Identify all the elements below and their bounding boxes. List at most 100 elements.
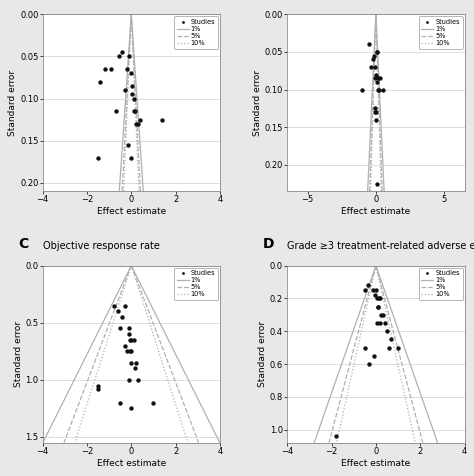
Point <box>383 327 391 335</box>
Point <box>374 303 382 310</box>
Point <box>373 295 381 302</box>
Point <box>132 359 139 367</box>
Point <box>376 319 384 327</box>
Point <box>372 71 380 79</box>
Text: C: C <box>18 238 28 251</box>
Point <box>118 313 126 321</box>
Point <box>130 336 137 344</box>
Point <box>369 56 377 63</box>
Point <box>137 116 144 123</box>
Point <box>94 382 102 389</box>
Point <box>374 75 382 82</box>
Point <box>115 53 123 60</box>
Legend: Studies, 1%, 5%, 10%: Studies, 1%, 5%, 10% <box>174 268 218 300</box>
Point <box>158 116 166 123</box>
Point <box>365 40 373 48</box>
Text: Objective response rate: Objective response rate <box>43 241 160 251</box>
Point <box>125 376 133 384</box>
Point <box>376 75 384 82</box>
Point <box>128 82 136 90</box>
Point <box>365 281 372 289</box>
Point <box>367 63 375 71</box>
Point <box>375 295 383 302</box>
Point <box>361 287 369 294</box>
Point <box>118 49 126 56</box>
Legend: Studies, 1%, 5%, 10%: Studies, 1%, 5%, 10% <box>174 16 218 49</box>
X-axis label: Effect estimate: Effect estimate <box>97 458 166 467</box>
Point <box>150 399 157 407</box>
Point <box>372 109 379 116</box>
Y-axis label: Standard error: Standard error <box>253 69 262 136</box>
Point <box>373 48 380 56</box>
Point <box>379 311 386 318</box>
Point <box>130 108 138 115</box>
Point <box>361 344 369 351</box>
Point <box>375 86 383 93</box>
Legend: Studies, 1%, 5%, 10%: Studies, 1%, 5%, 10% <box>419 268 463 300</box>
Point <box>388 336 395 343</box>
Point <box>94 385 102 393</box>
Point <box>374 303 382 310</box>
Point <box>378 311 385 318</box>
Point <box>371 75 378 82</box>
Point <box>394 344 402 351</box>
Point <box>134 120 142 128</box>
Point <box>117 399 124 407</box>
Point <box>112 108 119 115</box>
Point <box>365 360 373 368</box>
Point <box>369 287 376 294</box>
X-axis label: Effect estimate: Effect estimate <box>341 458 410 467</box>
Point <box>372 287 380 294</box>
Point <box>128 154 135 161</box>
Point <box>376 295 384 302</box>
Point <box>372 116 380 124</box>
Legend: Studies, 1%, 5%, 10%: Studies, 1%, 5%, 10% <box>419 16 463 49</box>
Point <box>127 336 134 344</box>
Point <box>128 359 135 367</box>
Point <box>125 330 133 338</box>
Point <box>134 376 142 384</box>
Point <box>372 63 379 71</box>
Point <box>332 432 340 440</box>
Point <box>370 52 378 60</box>
Point <box>117 325 124 332</box>
Point <box>379 86 386 93</box>
Point <box>128 336 135 344</box>
Point <box>128 90 136 98</box>
Point <box>128 69 135 77</box>
Point <box>110 302 118 309</box>
Point <box>125 53 133 60</box>
Point <box>373 48 380 56</box>
Text: Grade ≥3 treatment-related adverse events rate: Grade ≥3 treatment-related adverse event… <box>287 241 474 251</box>
Point <box>94 154 102 161</box>
Point <box>124 141 132 149</box>
Y-axis label: Standard error: Standard error <box>258 321 267 387</box>
Point <box>123 347 131 355</box>
Point <box>372 109 380 116</box>
Point <box>97 78 104 86</box>
Point <box>373 180 380 188</box>
X-axis label: Effect estimate: Effect estimate <box>97 207 166 216</box>
Point <box>370 352 377 359</box>
Point <box>108 65 115 73</box>
Point <box>101 65 109 73</box>
Point <box>131 108 138 115</box>
Point <box>358 86 366 93</box>
Point <box>121 302 128 309</box>
Point <box>114 307 122 315</box>
Point <box>128 347 135 355</box>
Point <box>132 120 139 128</box>
Point <box>121 342 128 349</box>
Point <box>128 405 135 412</box>
Point <box>131 365 138 372</box>
X-axis label: Effect estimate: Effect estimate <box>341 207 410 216</box>
Point <box>371 291 379 299</box>
Point <box>125 325 133 332</box>
Point <box>121 86 128 94</box>
Point <box>130 95 137 102</box>
Text: D: D <box>263 238 274 251</box>
Point <box>374 86 382 93</box>
Y-axis label: Standard error: Standard error <box>14 321 23 387</box>
Point <box>373 319 381 327</box>
Y-axis label: Standard error: Standard error <box>9 69 18 136</box>
